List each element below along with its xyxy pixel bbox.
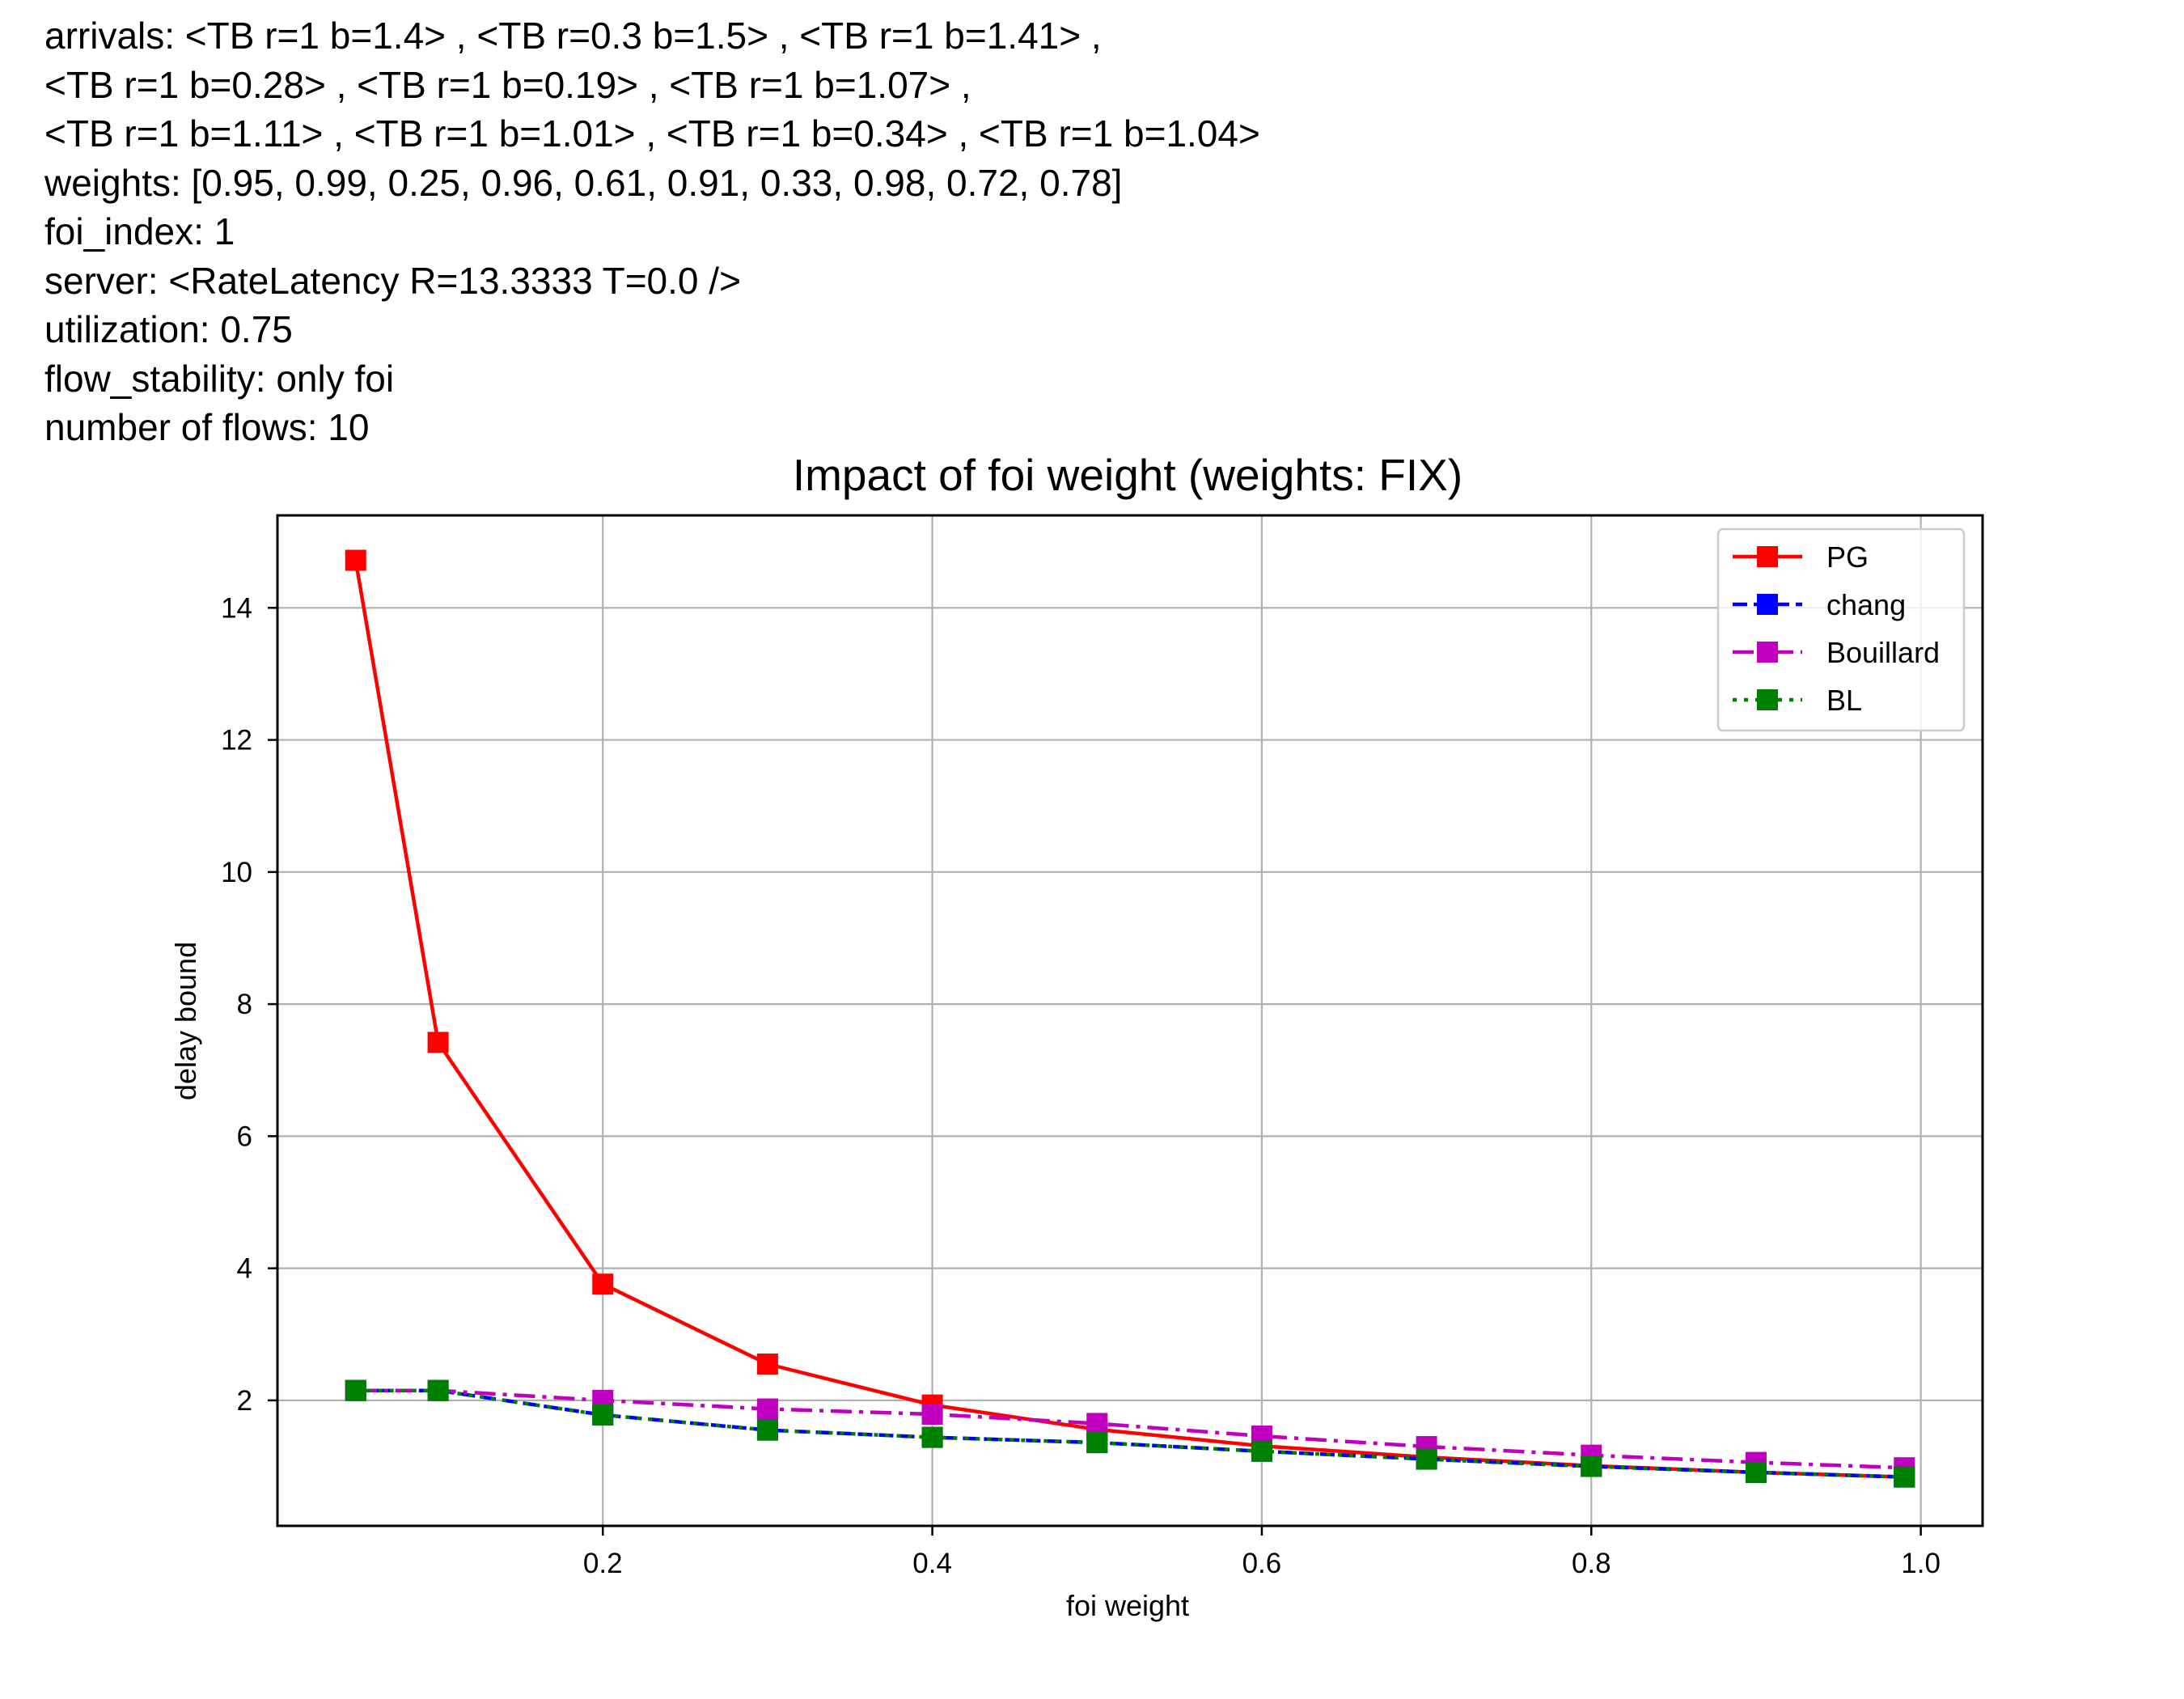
legend-marker-chang (1757, 594, 1778, 615)
data-point-bouillard (1086, 1413, 1108, 1434)
data-point-pg (756, 1353, 778, 1375)
data-point-bl (1745, 1461, 1767, 1483)
chart-title: Impact of foi weight (weights: FIX) (793, 450, 1462, 500)
header-line-flow-stability: flow_stability: only foi (44, 357, 395, 400)
data-point-bl (345, 1379, 366, 1401)
y-tick-label: 8 (237, 989, 252, 1020)
x-tick-label: 1.0 (1901, 1548, 1941, 1579)
data-point-bl (1086, 1432, 1108, 1454)
legend-label-bouillard: Bouillard (1826, 636, 1940, 669)
header-line-utilization: utilization: 0.75 (44, 308, 293, 350)
series-line-bouillard (355, 1388, 1905, 1470)
data-point-bl (921, 1426, 943, 1448)
data-point-pg (345, 549, 366, 571)
y-axis-label: delay bound (169, 942, 202, 1100)
series-pg (345, 549, 1915, 1488)
header-line-number-of-flows: number of flows: 10 (44, 406, 370, 448)
header-line-weights: weights: [0.95, 0.99, 0.25, 0.96, 0.61, … (44, 161, 1123, 204)
plot-area-frame (276, 514, 1984, 1527)
header-line-foi-index: foi_index: 1 (44, 210, 235, 252)
x-tick-label: 0.8 (1572, 1548, 1611, 1579)
legend: PG chang Bouillard BL (1716, 527, 1966, 732)
series-bl (345, 1379, 1915, 1488)
header-line-arrivals-1: arrivals: <TB r=1 b=1.4> , <TB r=0.3 b=1… (44, 15, 1102, 57)
series-line-pg (353, 560, 1905, 1479)
x-tick-label: 0.2 (583, 1548, 623, 1579)
legend-label-pg: PG (1826, 540, 1869, 574)
legend-marker-bl (1757, 689, 1778, 710)
parameters-text-block: arrivals: <TB r=1 b=1.4> , <TB r=0.3 b=1… (44, 11, 2148, 452)
data-point-bl (756, 1419, 778, 1441)
legend-entry-pg: PG (1733, 540, 1869, 574)
legend-marker-bouillard (1757, 642, 1778, 663)
header-line-server: server: <RateLatency R=13.3333 T=0.0 /> (44, 259, 741, 302)
series-bouillard (345, 1379, 1915, 1479)
legend-box (1716, 527, 1966, 732)
x-tick-label: 0.6 (1242, 1548, 1282, 1579)
x-tick-label: 0.4 (912, 1548, 952, 1579)
data-point-pg (592, 1273, 614, 1295)
y-tick-label: 6 (237, 1121, 252, 1152)
series-lines (345, 549, 1915, 1488)
data-point-bouillard (921, 1404, 943, 1426)
data-point-bl (1894, 1466, 1915, 1488)
data-point-bl (1581, 1455, 1602, 1477)
grid-lines (277, 515, 1983, 1526)
legend-label-chang: chang (1826, 588, 1906, 621)
y-tick-label: 10 (221, 857, 252, 888)
series-line-bl (355, 1388, 1905, 1479)
header-line-arrivals-2: <TB r=1 b=0.28> , <TB r=1 b=0.19> , <TB … (44, 63, 971, 106)
legend-entry-chang: chang (1733, 588, 1906, 621)
x-axis-label: foi weight (1066, 1589, 1189, 1622)
legend-entry-bl: BL (1733, 684, 1862, 717)
legend-entry-bouillard: Bouillard (1733, 636, 1940, 669)
data-point-bl (1416, 1448, 1437, 1470)
header-line-arrivals-3: <TB r=1 b=1.11> , <TB r=1 b=1.01> , <TB … (44, 112, 1260, 155)
y-tick-label: 4 (237, 1253, 252, 1285)
axis-ticks: 0.2 0.4 0.6 0.8 1.0 2 4 6 8 10 12 14 (221, 592, 1941, 1579)
legend-label-bl: BL (1826, 684, 1862, 717)
y-tick-label: 2 (237, 1385, 252, 1417)
data-point-bl (1251, 1440, 1272, 1462)
y-tick-label: 14 (221, 592, 252, 624)
legend-marker-pg (1757, 546, 1778, 567)
y-tick-label: 12 (221, 725, 252, 756)
data-point-bl (592, 1404, 614, 1426)
data-point-pg (427, 1032, 449, 1053)
data-point-bouillard (756, 1398, 778, 1420)
data-point-bl (427, 1379, 449, 1401)
